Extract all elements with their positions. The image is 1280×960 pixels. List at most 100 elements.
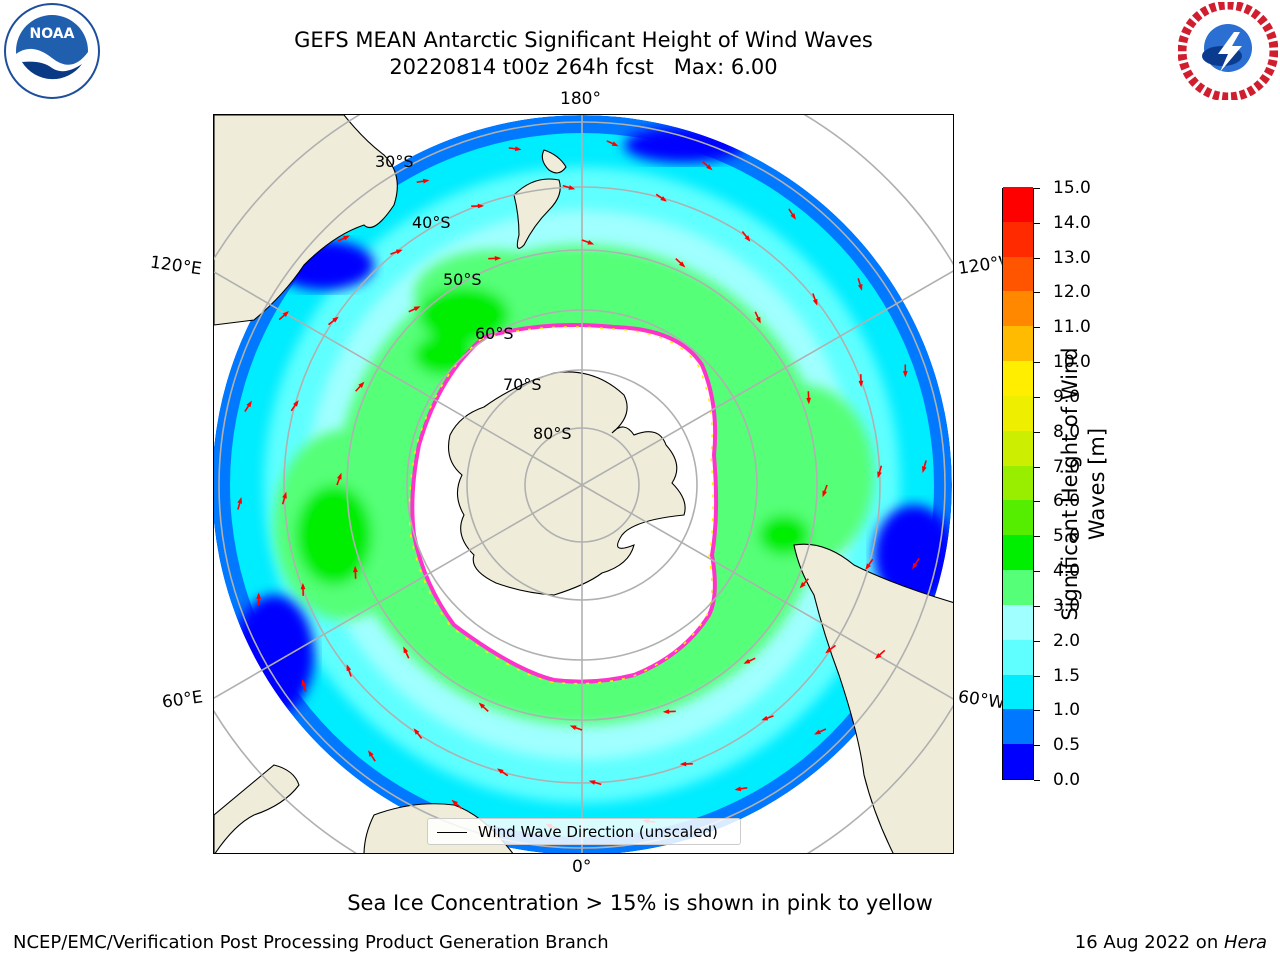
- colorbar-tick: [1034, 745, 1040, 747]
- lon-label-upper-right: 120°W: [956, 253, 1004, 279]
- colorbar-tick-label: 9.0: [1053, 386, 1081, 407]
- wave-arrow: [562, 184, 576, 190]
- colorbar-segment: [1003, 395, 1033, 431]
- longitude-lines: [214, 115, 953, 853]
- wave-arrow: [865, 558, 874, 570]
- wave-arrow: [922, 460, 927, 473]
- colorbar-tick: [1034, 222, 1040, 224]
- wave-arrow: [336, 472, 342, 486]
- footer-machine: Hera: [1223, 932, 1267, 953]
- colorbar-segment: [1003, 325, 1033, 362]
- colorbar-tick: [1034, 501, 1040, 503]
- colorbar-tick-label: 1.0: [1053, 700, 1081, 721]
- colorbar-segment: [1003, 639, 1033, 675]
- wave-arrow: [290, 400, 299, 412]
- colorbar-tick-label: 2.0: [1053, 630, 1081, 651]
- wave-arrow: [244, 400, 252, 413]
- colorbar-title: Significant Height of Wind Waves [m]: [1058, 347, 1109, 621]
- wave-arrow: [355, 381, 365, 392]
- wave-arrow: [606, 140, 619, 147]
- colorbar-tick-label: 7.0: [1053, 456, 1081, 477]
- lon-label-upper-left: 120°E: [148, 252, 203, 280]
- wave-arrow: [675, 258, 686, 268]
- lat-label-70s: 70°S: [503, 375, 542, 394]
- wave-arrow: [857, 278, 863, 291]
- wave-arrow: [497, 768, 509, 777]
- colorbar-segment: [1003, 708, 1033, 745]
- wave-arrow: [743, 657, 756, 664]
- wave-arrow: [734, 786, 748, 792]
- legend-label: Wind Wave Direction (unscaled): [478, 823, 718, 841]
- wave-arrow: [403, 646, 410, 659]
- colorbar-tick: [1034, 362, 1040, 364]
- polar-map-canvas: [214, 115, 953, 853]
- wave-arrow: [256, 592, 262, 606]
- colorbar-segment: [1003, 534, 1033, 571]
- colorbar-segment: [1003, 430, 1033, 466]
- lat-label-80s: 80°S: [533, 424, 572, 443]
- colorbar-tick-label: 8.0: [1053, 421, 1081, 442]
- colorbar-segment: [1003, 674, 1033, 710]
- colorbar-tick-label: 4.0: [1053, 561, 1081, 582]
- legend-line-swatch: [437, 832, 467, 833]
- colorbar-tick: [1034, 327, 1040, 329]
- wave-arrow: [478, 702, 489, 712]
- wave-arrow: [655, 193, 667, 202]
- wave-arrow: [877, 465, 883, 479]
- colorbar-tick: [1034, 780, 1040, 781]
- wave-arrow: [806, 391, 812, 405]
- wave-arrow: [237, 497, 242, 510]
- wave-arrow: [508, 146, 522, 152]
- colorbar-tick: [1034, 292, 1040, 294]
- wave-arrow: [702, 161, 713, 171]
- wave-arrow: [788, 208, 796, 220]
- wave-arrow: [741, 231, 751, 242]
- lat-label-30s: 30°S: [375, 152, 414, 171]
- antarctica-landmass: [447, 371, 686, 596]
- colorbar-tick: [1034, 536, 1040, 538]
- colorbar-segment: [1003, 290, 1033, 327]
- polar-map: [213, 114, 954, 854]
- lat-label-40s: 40°S: [412, 213, 451, 232]
- sea-ice-note: Sea Ice Concentration > 15% is shown in …: [347, 891, 933, 915]
- wave-arrow: [368, 750, 376, 762]
- wave-arrow: [301, 679, 307, 692]
- colorbar-segment: [1003, 569, 1033, 605]
- wave-arrow: [451, 799, 462, 809]
- colorbar-tick-label: 11.0: [1053, 317, 1091, 338]
- wave-arrow: [581, 239, 595, 245]
- colorbar-tick: [1034, 675, 1040, 677]
- wave-arrow: [814, 728, 827, 735]
- map-legend: Wind Wave Direction (unscaled): [427, 818, 741, 845]
- footer-date-text: 16 Aug 2022 on: [1074, 932, 1224, 953]
- wave-arrow: [761, 715, 774, 721]
- noaa-logo: NOAA: [4, 3, 100, 99]
- lon-label-bottom: 0°: [572, 857, 592, 877]
- wave-arrow: [278, 311, 290, 321]
- colorbar-tick: [1034, 396, 1040, 398]
- lon-label-lower-right: 60°W: [956, 687, 1004, 713]
- footer-credit: NCEP/EMC/Verification Post Processing Pr…: [13, 932, 609, 953]
- wave-arrow: [679, 761, 693, 767]
- lon-label-top: 180°: [560, 89, 601, 109]
- colorbar-tick-label: 10.0: [1053, 352, 1091, 373]
- wave-arrow: [754, 311, 761, 324]
- lon-label-lower-left: 60°E: [160, 687, 205, 713]
- colorbar-tick-label: 0.5: [1053, 735, 1081, 756]
- colorbar: [1002, 186, 1034, 780]
- colorbar-tick: [1034, 605, 1040, 607]
- colorbar-segment: [1003, 743, 1033, 779]
- colorbar-tick: [1034, 188, 1040, 189]
- colorbar-tick: [1034, 710, 1040, 712]
- wave-arrow: [588, 780, 602, 786]
- wave-arrow: [337, 235, 350, 242]
- colorbar-tick-label: 14.0: [1053, 212, 1091, 233]
- lat-label-50s: 50°S: [443, 270, 482, 289]
- colorbar-segment: [1003, 221, 1033, 257]
- wave-arrow: [471, 203, 485, 209]
- wave-direction-arrows: [237, 140, 927, 830]
- wave-arrow: [874, 649, 886, 659]
- wave-arrow: [281, 491, 287, 505]
- colorbar-tick-label: 6.0: [1053, 491, 1081, 512]
- colorbar-segment: [1003, 499, 1033, 536]
